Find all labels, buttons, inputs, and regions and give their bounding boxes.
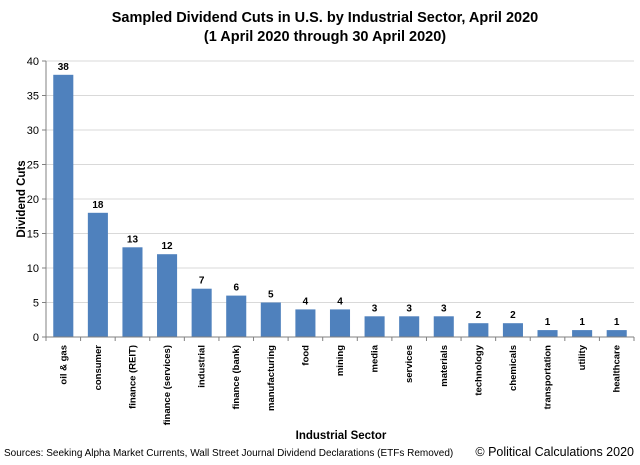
data-label: 5 (268, 290, 274, 301)
bar (260, 302, 281, 337)
data-label: 3 (441, 303, 447, 314)
data-label: 3 (406, 303, 412, 314)
y-tick-label: 25 (27, 160, 39, 172)
x-tick-label: services (404, 345, 415, 383)
bar (191, 288, 212, 337)
bar (87, 212, 108, 337)
x-axis-title: Industrial Sector (296, 430, 387, 442)
data-label: 38 (58, 62, 70, 73)
data-label: 7 (199, 276, 205, 287)
data-label: 4 (303, 296, 309, 307)
bars (53, 74, 627, 338)
gridlines (46, 60, 634, 303)
data-label: 3 (372, 303, 378, 314)
bar (606, 330, 627, 337)
bar (122, 247, 143, 337)
x-tick-label: food (300, 345, 311, 366)
bar (468, 323, 489, 337)
bar (364, 316, 385, 337)
data-label: 1 (579, 317, 585, 328)
y-tick-label: 5 (33, 298, 39, 310)
x-tick-label: chemicals (508, 345, 519, 391)
bar (572, 330, 593, 337)
y-tick-label: 30 (27, 125, 39, 137)
copyright-note: © Political Calculations 2020 (475, 445, 634, 459)
y-axis-title: Dividend Cuts (16, 160, 28, 237)
bar (295, 309, 316, 337)
data-labels: 38 18 13 12 7 6 5 4 4 3 3 3 2 2 1 1 1 (58, 62, 620, 328)
data-label: 6 (233, 283, 239, 294)
x-tick-label: transportation (543, 345, 554, 410)
chart-subtitle: (1 April 2020 through 30 April 2020) (204, 29, 446, 45)
x-tick-label: healthcare (612, 345, 623, 393)
bar (226, 295, 247, 337)
chart-title: Sampled Dividend Cuts in U.S. by Industr… (112, 10, 539, 26)
x-tick-label: mining (335, 345, 346, 376)
data-label: 13 (127, 234, 139, 245)
data-label: 18 (92, 200, 104, 211)
x-tick-label: finance (REIT) (127, 345, 138, 409)
data-label: 1 (614, 317, 620, 328)
x-tick-label: industrial (197, 345, 208, 388)
x-tick-label: oil & gas (58, 345, 69, 385)
y-tick-label: 10 (27, 263, 39, 275)
y-tick-label: 15 (27, 229, 39, 241)
y-tick-label: 40 (27, 56, 39, 68)
data-label: 2 (510, 310, 516, 321)
data-label: 12 (161, 241, 173, 252)
x-tick-label: finance (bank) (231, 345, 242, 409)
bar (157, 254, 178, 337)
axes (42, 60, 635, 341)
x-tick-label: materials (439, 345, 450, 387)
bar (399, 316, 420, 337)
data-label: 1 (545, 317, 551, 328)
y-tick-labels: 0 5 10 15 20 25 30 35 40 (27, 56, 39, 344)
bar (502, 323, 523, 337)
x-tick-label: consumer (93, 345, 104, 391)
y-tick-label: 0 (33, 332, 39, 344)
x-tick-label: media (370, 344, 381, 372)
bar (53, 74, 74, 338)
bar (537, 330, 558, 337)
x-tick-label: finance (services) (162, 345, 173, 425)
x-tick-label: utility (577, 344, 588, 370)
source-note: Sources: Seeking Alpha Market Currents, … (4, 448, 454, 459)
x-tick-label: technology (473, 344, 484, 395)
y-tick-label: 20 (27, 194, 39, 206)
data-label: 2 (476, 310, 482, 321)
data-label: 4 (337, 296, 343, 307)
bar (329, 309, 351, 337)
x-tick-labels: oil & gas consumer finance (REIT) finance (… (58, 344, 622, 425)
y-tick-label: 35 (27, 91, 39, 103)
x-tick-label: manufacturing (266, 345, 277, 411)
bar (433, 316, 454, 337)
